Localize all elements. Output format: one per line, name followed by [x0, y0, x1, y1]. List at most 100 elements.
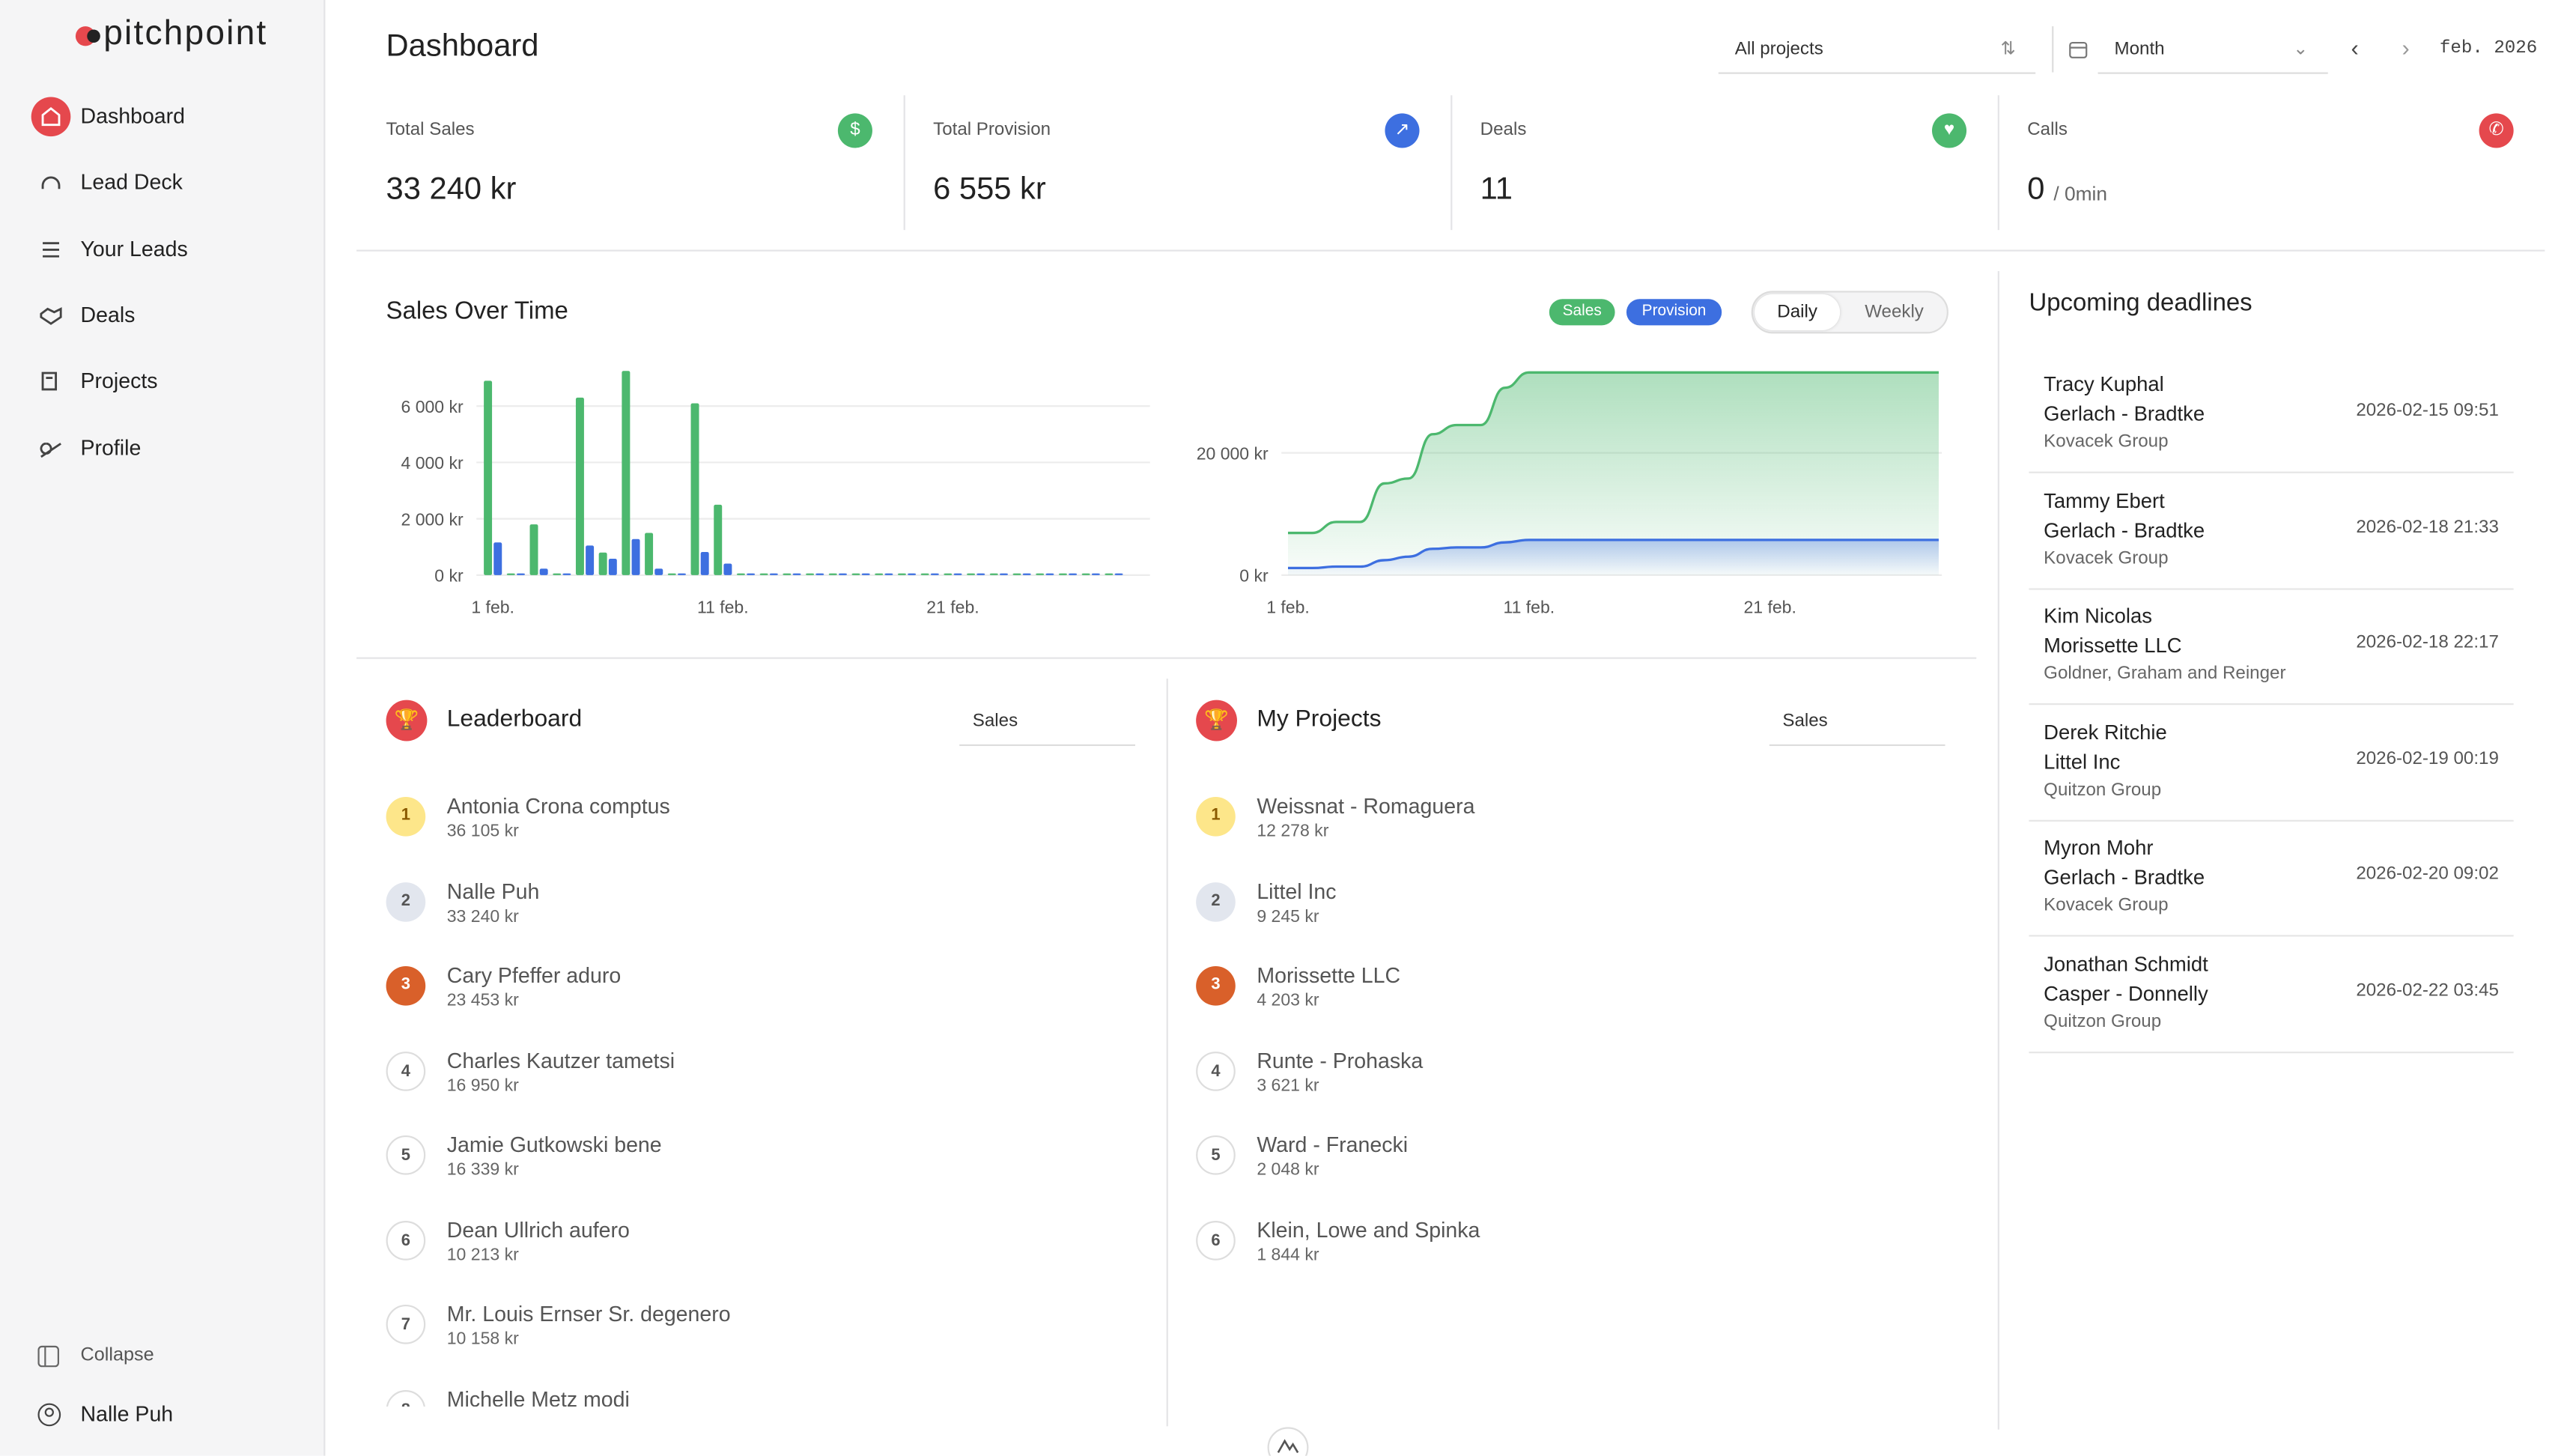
brand-logo [75, 26, 100, 46]
bar [783, 573, 792, 575]
line [1288, 371, 1939, 535]
charts: 0 kr 2 000 kr 4 000 kr 6 000 kr 1 feb. 11 feb… [401, 371, 1942, 616]
section-icon: 🏆 [386, 700, 428, 741]
y-tick-label: 20 000 kr [1197, 443, 1269, 463]
deadline-item[interactable]: Jonathan Schmidt Casper - Donnelly Quitzon… [2029, 935, 2514, 1053]
entry-name: Morissette LLC [1257, 962, 1401, 988]
nav-item[interactable]: Profile [29, 426, 295, 469]
page-title: Dashboard [386, 29, 539, 64]
legend-sales[interactable]: Sales [1549, 299, 1615, 326]
deadline-project: Gerlach - Bradtke [2044, 866, 2205, 889]
bar [493, 542, 502, 575]
bar [930, 573, 939, 575]
deadline-due: 2026-02-18 22:17 [2356, 632, 2499, 652]
kpi-divider [903, 95, 905, 231]
next-button[interactable]: › [2402, 34, 2410, 61]
nav-item[interactable]: Your Leads [29, 228, 295, 270]
bar [815, 573, 824, 575]
deadline-due: 2026-02-20 09:02 [2356, 864, 2499, 885]
entry-amount: 10 158 kr [446, 1329, 519, 1350]
bar [714, 504, 723, 575]
user-name[interactable]: Nalle Puh [80, 1401, 174, 1427]
bar [920, 573, 929, 575]
bar [1058, 573, 1067, 575]
kpi-label: Total Sales [386, 120, 475, 140]
bar [1045, 573, 1054, 575]
entry-amount: 23 453 kr [446, 990, 519, 1011]
metric-select-label: Sales [972, 711, 1018, 732]
deadline-item[interactable]: Tammy Ebert Gerlach - Bradtke Kovacek Grou… [2029, 473, 2514, 589]
entry-amount: 36 105 kr [446, 821, 519, 842]
calendar-icon [2069, 41, 2088, 58]
entry-name: Antonia Crona comptus [446, 793, 670, 819]
kpi-value: 11 [1480, 172, 1513, 207]
rank-badge: 6 [1196, 1219, 1236, 1260]
project-select[interactable]: All projects ⇅ [1718, 26, 2036, 74]
prev-button[interactable]: ‹ [2351, 34, 2359, 61]
nav-icon [41, 371, 58, 391]
x-tick-label: 1 feb. [1266, 597, 1310, 616]
toggle-daily[interactable]: Daily [1755, 294, 1841, 330]
rank-badge: 4 [1196, 1050, 1236, 1091]
bar [759, 573, 768, 575]
collapse[interactable]: Collapse [80, 1345, 154, 1366]
bar [1105, 573, 1114, 575]
nav-item[interactable]: Dashboard [29, 95, 295, 138]
bar [851, 573, 860, 575]
entry-name: Mr. Louis Ernser Sr. degenero [446, 1301, 731, 1326]
bar [598, 552, 607, 575]
nav-label: Deals [80, 302, 136, 327]
rank-badge: 1 [386, 797, 426, 837]
nav-icon [40, 441, 61, 457]
metric-select-label: Sales [1782, 711, 1828, 732]
kpi-suffix: / 0min [2053, 182, 2108, 206]
nav-label: Projects [80, 368, 158, 393]
rank-badge: 4 [386, 1050, 426, 1091]
bar [769, 573, 778, 575]
deadline-item[interactable]: Derek Ritchie Littel Inc Quitzon Group 2026… [2029, 704, 2514, 821]
deadline-item[interactable]: Myron Mohr Gerlach - Bradtke Kovacek Group… [2029, 820, 2514, 937]
deadline-due: 2026-02-15 09:51 [2356, 401, 2499, 421]
bar [884, 573, 893, 575]
rank-badge: 2 [386, 882, 426, 921]
nav-item[interactable]: Lead Deck [29, 162, 295, 204]
line [1288, 539, 1939, 570]
bar [667, 573, 676, 575]
y-tick-label: 0 kr [434, 566, 464, 586]
entry-amount: 16 950 kr [446, 1075, 519, 1096]
nav-item[interactable]: Deals [29, 294, 295, 336]
bar [562, 573, 571, 575]
legend-provision[interactable]: Provision [1626, 299, 1722, 326]
entry-amount: 4 203 kr [1257, 990, 1319, 1011]
y-tick-label: 2 000 kr [401, 509, 464, 529]
collapse-icon [37, 1345, 59, 1368]
deadline-project: Littel Inc [2044, 750, 2121, 774]
metric-select[interactable]: Sales [959, 698, 1135, 747]
entry-amount: 10 213 kr [446, 1244, 519, 1265]
entry-name: Littel Inc [1257, 878, 1337, 903]
chart-title: Sales Over Time [386, 297, 568, 326]
nav-icon-shape [43, 241, 59, 257]
deadline-item[interactable]: Tracy Kuphal Gerlach - Bradtke Kovacek Gro… [2029, 357, 2514, 473]
metric-select[interactable]: Sales [1769, 698, 1945, 747]
period-select[interactable]: Month ⌄ [2097, 26, 2328, 74]
bar [1036, 573, 1045, 575]
x-tick-label: 21 feb. [1743, 597, 1796, 616]
kpi-icon: ↗ [1385, 113, 1420, 148]
nav-icon-shape [40, 306, 62, 325]
entry-name: Nalle Puh [446, 878, 540, 903]
nav-item[interactable]: Projects [29, 360, 295, 403]
nav-label: Dashboard [80, 103, 186, 129]
footer-icon [1267, 1427, 1309, 1456]
bar [989, 573, 998, 575]
deadline-due: 2026-02-19 00:19 [2356, 748, 2499, 768]
rank-badge: 5 [1196, 1135, 1236, 1175]
toggle-weekly[interactable]: Weekly [1865, 302, 1924, 323]
deadline-name: Kim Nicolas [2044, 604, 2152, 628]
list-fade [356, 1406, 1162, 1456]
x-tick-label: 21 feb. [926, 597, 979, 616]
entry-name: Ward - Franecki [1257, 1132, 1409, 1157]
kpi-card: Total Provision ↗ 6 555 kr [903, 95, 1451, 231]
deadline-item[interactable]: Kim Nicolas Morissette LLC Goldner, Graham… [2029, 588, 2514, 706]
